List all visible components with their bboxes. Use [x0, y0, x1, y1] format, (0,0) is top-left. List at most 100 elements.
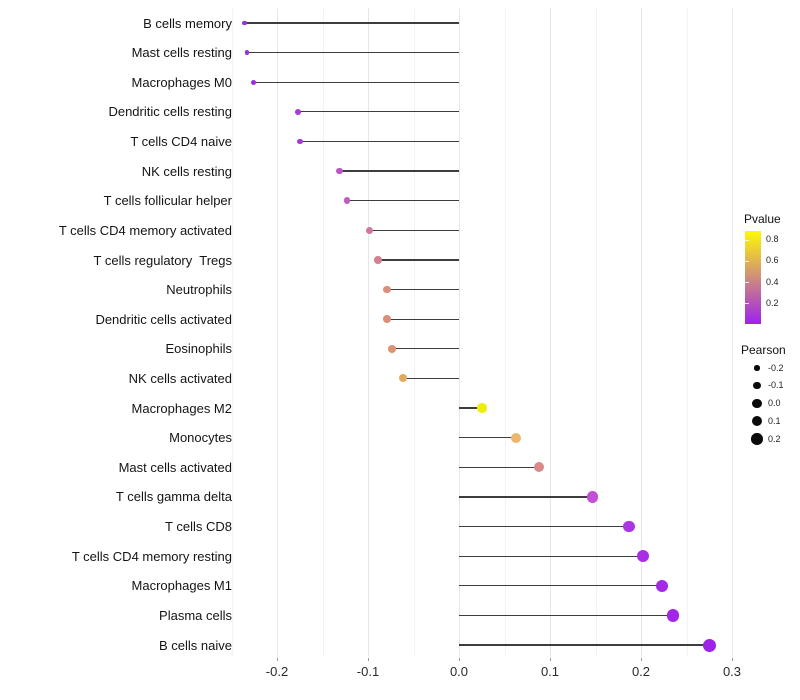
y-axis-label: Macrophages M2 — [131, 400, 232, 416]
y-axis-label: Monocytes — [169, 430, 232, 446]
lollipop-stick — [459, 614, 673, 617]
grid-line-major — [550, 8, 551, 657]
lollipop-dot — [244, 50, 250, 55]
lollipop-stick — [459, 525, 630, 528]
y-axis-label: Plasma cells — [159, 607, 232, 623]
pvalue-colorbar-tick — [745, 303, 749, 304]
y-axis-label: T cells CD4 memory resting — [71, 548, 232, 564]
grid-line-major — [277, 8, 278, 657]
lollipop-stick — [459, 585, 662, 587]
grid-line-major — [459, 8, 460, 657]
grid-line-minor — [322, 8, 324, 657]
lollipop-stick — [459, 437, 517, 439]
grid-line-major — [732, 8, 733, 657]
lollipop-stick — [459, 555, 643, 557]
x-axis-tick-label: -0.2 — [265, 664, 289, 679]
lollipop-dot — [374, 256, 382, 264]
lollipop-dot — [477, 403, 487, 413]
lollipop-dot — [383, 315, 391, 324]
grid-line-minor — [504, 8, 506, 657]
pearson-legend-dot — [754, 365, 760, 371]
lollipop-dot — [702, 638, 716, 652]
lollipop-stick — [339, 170, 459, 172]
lollipop-stick — [378, 259, 459, 261]
x-axis-tick — [368, 658, 369, 661]
lollipop-dot — [398, 374, 407, 383]
lollipop-stick — [387, 318, 459, 320]
lollipop-dot — [241, 20, 247, 26]
lollipop-stick — [459, 466, 540, 468]
lollipop-dot — [533, 462, 545, 473]
pvalue-colorbar — [745, 231, 761, 324]
grid-line-minor — [686, 8, 688, 657]
lollipop-stick — [402, 377, 459, 380]
y-axis-label: Mast cells resting — [131, 45, 232, 61]
y-axis-label: T cells CD4 memory activated — [58, 222, 232, 238]
x-axis-tick — [277, 658, 278, 661]
grid-line-minor — [595, 8, 597, 657]
lollipop-stick — [247, 52, 459, 54]
lollipop-dot — [511, 432, 522, 443]
lollipop-stick — [297, 111, 459, 113]
lollipop-stick — [459, 644, 710, 646]
pvalue-tick-label: 0.6 — [766, 255, 779, 266]
y-axis-label: NK cells activated — [128, 370, 232, 386]
grid-line-major — [368, 8, 369, 657]
y-axis-label: T cells CD8 — [165, 519, 232, 534]
pearson-legend-title: Pearson — [741, 343, 786, 357]
y-axis-label: B cells memory — [143, 15, 232, 31]
x-axis-tick-label: 0.2 — [631, 664, 651, 679]
x-axis-tick — [641, 658, 642, 661]
y-axis-label: Dendritic cells activated — [95, 311, 232, 327]
lollipop-stick — [347, 200, 459, 202]
y-axis-label: T cells follicular helper — [103, 193, 232, 209]
lollipop-stick — [387, 288, 459, 291]
y-axis-label: T cells regulatory Tregs — [93, 252, 232, 268]
grid-line-major — [641, 8, 642, 657]
pvalue-tick-label: 0.2 — [766, 297, 779, 308]
lollipop-stick — [253, 81, 459, 83]
lollipop-dot — [383, 285, 391, 294]
y-axis-label: T cells CD4 naive — [130, 134, 232, 149]
pvalue-tick-label: 0.8 — [766, 234, 779, 245]
lollipop-dot — [296, 138, 303, 145]
lollipop-stick — [369, 229, 459, 231]
x-axis-tick-label: 0.3 — [722, 664, 742, 679]
lollipop-dot — [387, 344, 396, 353]
lollipop-dot — [587, 491, 599, 503]
pearson-legend-label: 0.1 — [768, 415, 781, 426]
pvalue-legend-title: Pvalue — [744, 212, 781, 226]
y-axis-label: B cells naive — [159, 637, 232, 653]
x-axis-tick-label: 0.1 — [540, 664, 560, 679]
y-axis-label: Neutrophils — [166, 282, 232, 298]
grid-line-minor — [413, 8, 415, 657]
y-axis-label: Macrophages M0 — [131, 74, 232, 90]
lollipop-dot — [366, 226, 374, 234]
pearson-legend-label: 0.2 — [768, 433, 781, 444]
y-axis-label: Macrophages M1 — [131, 578, 232, 594]
lollipop-stick — [391, 348, 459, 350]
x-axis-tick — [732, 658, 733, 661]
lollipop-dot — [636, 550, 649, 563]
lollipop-stick — [459, 407, 482, 409]
lollipop-stick — [459, 496, 593, 498]
pearson-legend-label: 0.0 — [768, 398, 781, 408]
lollipop-dot — [666, 609, 680, 622]
lollipop-stick — [244, 22, 459, 24]
grid-line-minor — [231, 8, 233, 657]
lollipop-dot — [250, 79, 256, 85]
pearson-legend-dot — [752, 398, 762, 409]
x-axis-tick-label: -0.1 — [356, 664, 380, 679]
pvalue-colorbar-tick — [745, 282, 749, 283]
y-axis-label: T cells gamma delta — [115, 489, 232, 505]
pearson-legend-label: -0.1 — [768, 380, 784, 391]
x-axis-tick — [459, 658, 460, 661]
pearson-legend-dot — [753, 382, 761, 390]
x-axis-tick-label: 0.0 — [449, 664, 469, 679]
lollipop-dot — [336, 167, 344, 175]
y-axis-label: NK cells resting — [141, 163, 232, 179]
lollipop-stick — [299, 140, 460, 143]
lollipop-dot — [655, 579, 669, 592]
pearson-legend-label: -0.2 — [768, 362, 784, 373]
